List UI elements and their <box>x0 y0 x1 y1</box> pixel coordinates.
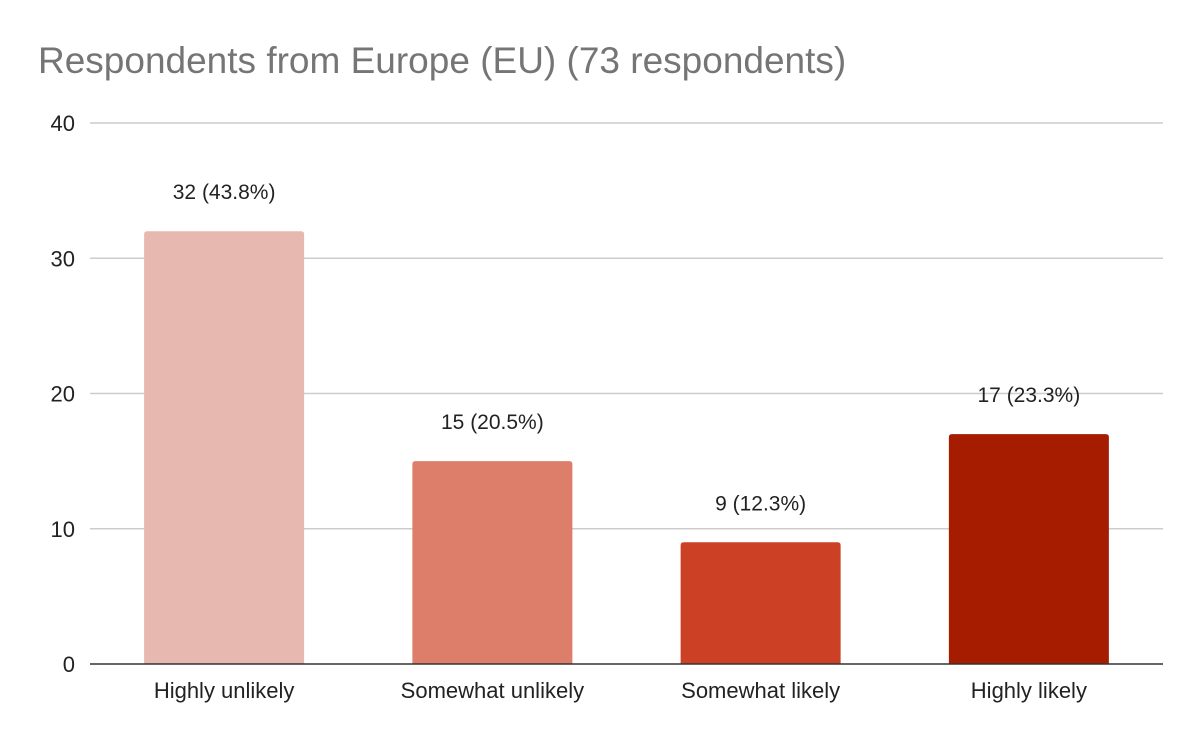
y-tick-label: 10 <box>51 517 75 542</box>
x-category-label: Highly likely <box>971 678 1087 703</box>
bars <box>144 231 1109 664</box>
bar-somewhat-unlikely <box>412 461 573 664</box>
y-tick-label: 40 <box>51 111 75 136</box>
y-tick-label: 30 <box>51 246 75 271</box>
data-label: 17 (23.3%) <box>978 384 1081 407</box>
labels: 0 10 20 30 40 32 (43.8%) Highly unlikely 15 (20… <box>51 111 1087 703</box>
x-category-label: Highly unlikely <box>154 678 295 703</box>
data-label: 9 (12.3%) <box>715 492 806 515</box>
data-label: 32 (43.8%) <box>173 181 276 204</box>
y-tick-label: 20 <box>51 382 75 407</box>
x-category-label: Somewhat likely <box>681 678 840 703</box>
data-label: 15 (20.5%) <box>441 411 544 434</box>
bar-somewhat-likely <box>680 542 841 664</box>
y-tick-label: 0 <box>63 652 75 677</box>
x-category-label: Somewhat unlikely <box>401 678 584 703</box>
bar-highly-unlikely <box>144 231 305 664</box>
bar-highly-likely <box>948 434 1109 664</box>
chart-title: Respondents from Europe (EU) (73 respond… <box>38 40 847 81</box>
